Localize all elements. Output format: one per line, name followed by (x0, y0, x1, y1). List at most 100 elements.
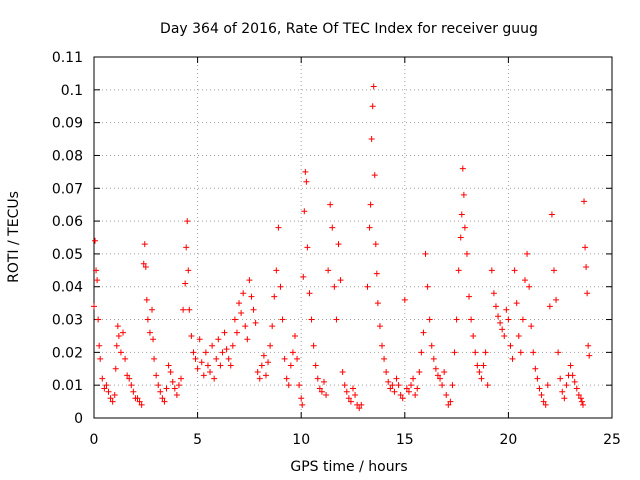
data-point (432, 365, 439, 372)
data-point (422, 250, 429, 257)
data-point (443, 392, 450, 399)
data-point (183, 244, 190, 251)
data-point (200, 372, 207, 379)
data-point (298, 395, 305, 402)
x-tick-label: 25 (603, 432, 621, 448)
data-point (115, 332, 122, 339)
data-point (323, 392, 330, 399)
data-point (370, 83, 377, 90)
data-point (577, 395, 584, 402)
data-point (449, 382, 456, 389)
data-point (331, 283, 338, 290)
data-point (395, 382, 402, 389)
data-point (524, 250, 531, 257)
data-point (180, 306, 187, 313)
data-point (470, 332, 477, 339)
data-point (169, 378, 176, 385)
data-point (265, 359, 272, 366)
data-point (175, 382, 182, 389)
data-point (250, 306, 257, 313)
data-point (271, 293, 278, 300)
data-point (130, 388, 137, 395)
data-point (347, 398, 354, 405)
data-point (217, 362, 224, 369)
data-point (509, 355, 516, 362)
data-point (281, 355, 288, 362)
data-point (140, 260, 147, 267)
data-point (306, 290, 313, 297)
data-point (229, 342, 236, 349)
data-point (356, 405, 363, 412)
y-tick-label: 0.09 (52, 116, 83, 132)
data-point (301, 208, 308, 215)
data-point (405, 388, 412, 395)
data-point (488, 267, 495, 274)
data-point (303, 178, 310, 185)
data-point (151, 355, 158, 362)
data-point (397, 392, 404, 399)
data-point (184, 218, 191, 225)
y-axis-label: ROTI / TECUs (6, 191, 22, 283)
data-point (138, 401, 145, 408)
data-point (391, 388, 398, 395)
y-tick-label: 0.05 (52, 247, 83, 263)
data-point (126, 375, 133, 382)
data-point (416, 369, 423, 376)
data-point (335, 241, 342, 248)
data-point (260, 352, 267, 359)
data-point (466, 293, 473, 300)
data-point (542, 401, 549, 408)
data-point (379, 342, 386, 349)
data-point (451, 349, 458, 356)
data-point (482, 349, 489, 356)
data-point (196, 336, 203, 343)
data-point (420, 329, 427, 336)
data-point (585, 342, 592, 349)
data-point (287, 362, 294, 369)
data-point (434, 372, 441, 379)
data-point (373, 270, 380, 277)
data-point (254, 369, 261, 376)
data-point (190, 349, 197, 356)
data-point (167, 369, 174, 376)
data-point (350, 385, 356, 392)
data-point (463, 250, 470, 257)
data-point (161, 398, 168, 405)
data-point (490, 290, 497, 297)
data-point (299, 401, 306, 408)
data-point (364, 283, 371, 290)
data-point (219, 349, 226, 356)
x-tick-label: 10 (292, 432, 310, 448)
data-point (385, 378, 392, 385)
data-point (277, 283, 284, 290)
data-point (495, 313, 502, 320)
data-point (447, 398, 454, 405)
points-layer (91, 83, 593, 412)
data-point (534, 375, 541, 382)
data-point (283, 375, 290, 382)
data-point (461, 224, 468, 231)
data-point (269, 323, 276, 330)
data-point (178, 375, 185, 382)
data-point (414, 385, 421, 392)
data-point (548, 211, 555, 218)
data-point (553, 296, 560, 303)
data-point (198, 359, 205, 366)
data-point (225, 355, 232, 362)
data-point (240, 290, 247, 297)
data-point (505, 316, 512, 323)
data-point (389, 382, 396, 389)
data-point (296, 382, 303, 389)
data-point (430, 355, 437, 362)
y-tick-label: 0.02 (52, 345, 83, 361)
data-point (207, 369, 214, 376)
data-point (144, 316, 151, 323)
data-point (499, 326, 506, 333)
data-point (530, 349, 537, 356)
data-point (111, 392, 118, 399)
data-point (248, 293, 255, 300)
data-point (289, 349, 296, 356)
data-point (410, 375, 417, 382)
data-point (352, 392, 359, 399)
